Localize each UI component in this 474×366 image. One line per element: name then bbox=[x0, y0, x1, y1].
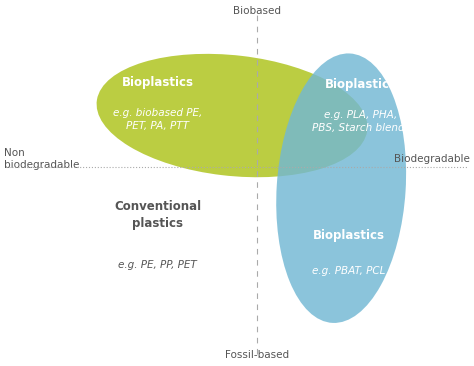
Text: e.g. PBAT, PCL: e.g. PBAT, PCL bbox=[312, 266, 385, 276]
Text: Biodegradable: Biodegradable bbox=[394, 154, 470, 164]
Text: Bioplastics: Bioplastics bbox=[325, 78, 397, 91]
Text: e.g. PLA, PHA,
PBS, Starch blends: e.g. PLA, PHA, PBS, Starch blends bbox=[312, 110, 410, 133]
Text: e.g. biobased PE,
PET, PA, PTT: e.g. biobased PE, PET, PA, PTT bbox=[113, 108, 202, 131]
Text: Bioplastics: Bioplastics bbox=[313, 229, 384, 242]
Text: Fossil-based: Fossil-based bbox=[225, 351, 289, 361]
Ellipse shape bbox=[276, 53, 406, 323]
Text: Bioplastics: Bioplastics bbox=[122, 76, 194, 89]
Text: Non
biodegradable: Non biodegradable bbox=[4, 148, 79, 170]
Text: e.g. PE, PP, PET: e.g. PE, PP, PET bbox=[118, 260, 197, 270]
Text: Biobased: Biobased bbox=[233, 5, 281, 15]
Ellipse shape bbox=[97, 54, 367, 177]
Text: Conventional
plastics: Conventional plastics bbox=[114, 200, 201, 230]
